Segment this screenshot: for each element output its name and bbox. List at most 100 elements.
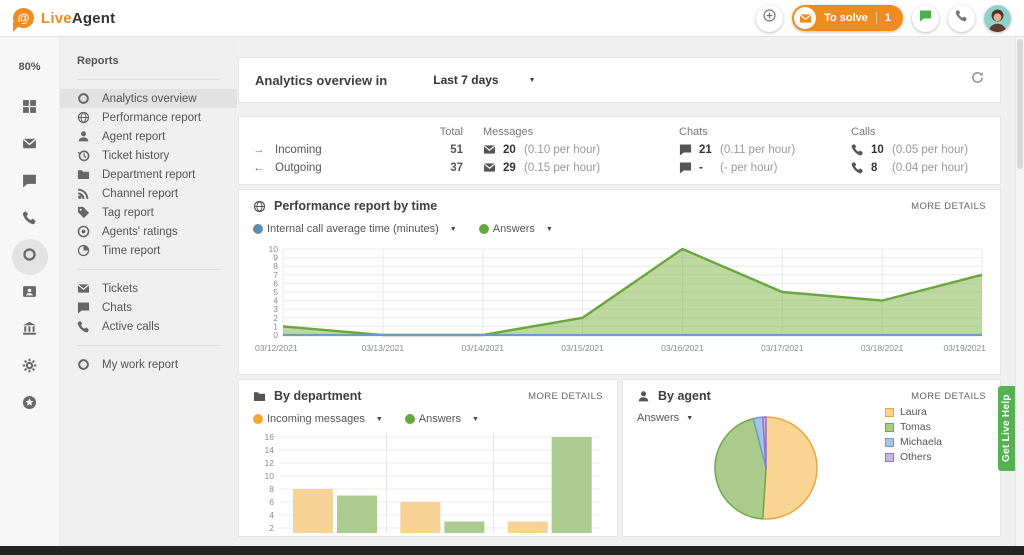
row-outgoing-label: ← Outgoing — [253, 161, 322, 174]
overview-header-card: Analytics overview in Last 7 days ▼ — [238, 57, 1001, 103]
globe-icon — [77, 111, 91, 124]
legend-label: Laura — [899, 406, 927, 418]
legend-item-tomas: Tomas — [884, 421, 942, 433]
chevron-down-icon[interactable]: ▼ — [471, 415, 479, 423]
outgoing-chats: - (- per hour) — [659, 161, 831, 174]
by-agent-title: By agent — [658, 389, 711, 403]
sidebar-item-time-report[interactable]: Time report — [60, 241, 237, 260]
chat-bubble-icon — [679, 161, 692, 174]
calls-button[interactable] — [948, 4, 975, 32]
by-department-title: By department — [274, 389, 362, 403]
svg-text:8: 8 — [269, 484, 274, 494]
circle-o-icon — [77, 92, 91, 105]
grid-icon — [22, 99, 37, 119]
svg-text:8: 8 — [273, 261, 278, 271]
brand-bubble-icon: @ — [13, 8, 34, 32]
sidebar-item-channel-report[interactable]: Channel report — [60, 184, 237, 203]
svg-text:03/12/2021: 03/12/2021 — [255, 343, 298, 353]
performance-title: Performance report by time — [274, 199, 438, 213]
envelope-icon — [483, 161, 496, 174]
date-range-value: Last 7 days — [433, 73, 499, 87]
rail-item-star-circle[interactable] — [12, 387, 48, 423]
sidebar-item-tag-report[interactable]: Tag report — [60, 203, 237, 222]
refresh-button[interactable] — [971, 71, 984, 89]
legend-label: Michaela — [899, 436, 942, 448]
svg-text:10: 10 — [265, 471, 275, 481]
plus-circle-icon — [763, 9, 776, 27]
svg-text:10: 10 — [269, 244, 279, 254]
phone-icon — [955, 9, 968, 27]
rail-item-circle-o[interactable] — [11, 239, 48, 275]
rail-item-chat[interactable] — [12, 165, 48, 201]
rail-item-card[interactable] — [12, 276, 48, 312]
svg-text:16: 16 — [265, 432, 275, 442]
envelope-icon — [22, 136, 37, 156]
rail-item-grid[interactable] — [12, 91, 48, 127]
sidebar-item-label: Department report — [102, 168, 196, 181]
sidebar-item-label: Active calls — [102, 320, 160, 333]
chats-button[interactable] — [912, 4, 939, 32]
department-more-details-link[interactable]: MORE DETAILS — [528, 390, 603, 402]
sidebar-item-chats[interactable]: Chats — [60, 298, 237, 317]
agent-more-details-link[interactable]: MORE DETAILS — [911, 390, 986, 402]
add-button[interactable] — [756, 4, 784, 32]
date-range-dropdown[interactable]: Last 7 days ▼ — [387, 73, 535, 87]
page-title: Analytics overview in — [255, 72, 388, 88]
svg-text:03/13/2021: 03/13/2021 — [362, 343, 405, 353]
performance-more-details-link[interactable]: MORE DETAILS — [911, 200, 986, 212]
phone-icon — [851, 161, 864, 174]
sidebar-item-analytics-overview[interactable]: Analytics overview — [60, 89, 237, 108]
divider — [77, 345, 220, 346]
get-live-help-tab[interactable]: Get Live Help — [998, 386, 1015, 471]
sidebar-item-performance-report[interactable]: Performance report — [60, 108, 237, 127]
outgoing-messages: 29 (0.15 per hour) — [463, 161, 659, 174]
to-solve-button[interactable]: To solve 1 — [792, 5, 903, 31]
svg-text:03/18/2021: 03/18/2021 — [861, 343, 904, 353]
svg-text:6: 6 — [273, 278, 278, 288]
incoming-messages: 20 (0.10 per hour) — [463, 143, 659, 156]
svg-text:1: 1 — [273, 321, 278, 331]
row-incoming-label: → Incoming — [253, 143, 322, 156]
answers-dropdown[interactable]: Answers ▼ — [637, 412, 693, 424]
liveagent-logo[interactable]: @ LiveAgent — [13, 8, 115, 32]
legend-swatch — [884, 452, 894, 462]
target-icon — [77, 225, 91, 238]
sidebar-item-my-work-report[interactable]: My work report — [60, 355, 237, 374]
rail-item-bank[interactable] — [12, 313, 48, 349]
sidebar-item-active-calls[interactable]: Active calls — [60, 317, 237, 336]
svg-text:12: 12 — [265, 458, 275, 468]
folder-icon — [253, 390, 266, 403]
agent-legend: Laura Tomas Michaela Others — [884, 406, 942, 463]
sidebar-item-ticket-history[interactable]: Ticket history — [60, 146, 237, 165]
scrollbar-thumb[interactable] — [1017, 39, 1023, 169]
history-icon — [77, 149, 91, 162]
chevron-down-icon[interactable]: ▼ — [545, 225, 553, 233]
chevron-down-icon[interactable]: ▼ — [375, 415, 383, 423]
legend-internal-call: Internal call average time (minutes) — [267, 223, 439, 235]
top-bar: @ LiveAgent To solve 1 — [0, 0, 1024, 37]
user-avatar[interactable] — [984, 4, 1011, 32]
chat-icon — [77, 301, 91, 314]
sidebar-item-agent-report[interactable]: Agent report — [60, 127, 237, 146]
chevron-down-icon[interactable]: ▼ — [449, 225, 457, 233]
legend-answers: Answers — [418, 413, 461, 425]
sidebar-item-department-report[interactable]: Department report — [60, 165, 237, 184]
chat-bubble-icon — [919, 9, 932, 27]
refresh-icon — [971, 71, 984, 89]
answers-dropdown-value: Answers — [637, 412, 680, 424]
chevron-down-icon: ▼ — [528, 76, 536, 84]
rail-item-phone[interactable] — [12, 202, 48, 238]
sidebar-item-agents-ratings[interactable]: Agents' ratings — [60, 222, 237, 241]
star-circle-icon — [22, 395, 37, 415]
legend-label: Others — [899, 451, 932, 463]
rss-icon — [77, 187, 91, 200]
page-scrollbar[interactable] — [1015, 37, 1024, 546]
sidebar-item-label: Analytics overview — [102, 92, 197, 105]
rail-item-envelope[interactable] — [12, 128, 48, 164]
outgoing-total: 37 — [450, 161, 463, 174]
pie-clock-icon — [77, 244, 91, 257]
window-bottom-edge — [0, 546, 1024, 555]
sidebar-item-tickets[interactable]: Tickets — [60, 279, 237, 298]
rail-item-gear[interactable] — [12, 350, 48, 386]
person-icon — [77, 130, 91, 143]
